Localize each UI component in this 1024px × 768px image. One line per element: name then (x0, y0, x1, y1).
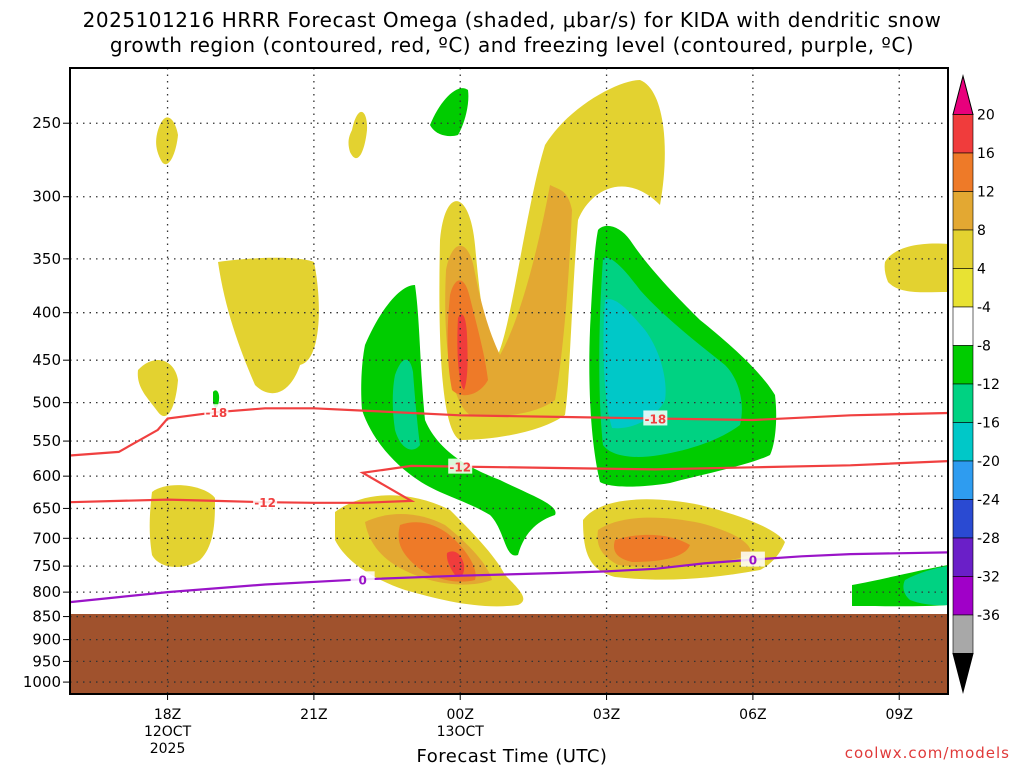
colorbar-label: 16 (977, 146, 995, 162)
colorbar-label: -12 (977, 377, 1000, 393)
colorbar-label: 4 (977, 262, 986, 278)
colorbar-swatch (952, 229, 974, 269)
colorbar: 20 16 12 8 4 -4 -8 -12 -16 -20 -24 -28 -32 -36 (952, 74, 1000, 694)
omega-yellow-region (218, 257, 319, 394)
x-tick-label: 2025 (150, 741, 186, 757)
y-tick-label: 250 (32, 114, 61, 132)
y-tick-label: 500 (32, 394, 61, 412)
x-tick-label: 13OCT (437, 724, 485, 740)
colorbar-swatch (952, 422, 974, 462)
colorbar-swatch (952, 460, 974, 500)
colorbar-swatch (952, 499, 974, 539)
contour-label-bg (643, 410, 668, 426)
contour-label: -12 (449, 461, 471, 475)
x-tick-label: 09Z (886, 707, 913, 723)
y-tick-label: 650 (32, 499, 61, 517)
colorbar-swatch (952, 345, 974, 385)
terrain-ground (70, 614, 948, 694)
colorbar-label: 20 (977, 108, 995, 124)
colorbar-label: -36 (977, 608, 1000, 624)
y-tick-label: 600 (32, 467, 61, 485)
x-axis-label: Forecast Time (UTC) (416, 746, 608, 767)
omega-red-region (446, 551, 465, 577)
contour-label-bg (253, 494, 278, 510)
contour-line (69, 551, 949, 604)
colorbar-label: -20 (977, 454, 1000, 470)
contour-label: 0 (749, 554, 757, 568)
colorbar-swatch (952, 383, 974, 423)
colorbar-label: -32 (977, 570, 1000, 586)
omega-red-region (457, 314, 468, 390)
colorbar-label: 12 (977, 185, 995, 201)
y-tick-label: 750 (32, 557, 61, 575)
omega-darkorange-region (613, 534, 690, 562)
x-tick-label: 12OCT (144, 724, 192, 740)
colorbar-swatch (952, 653, 974, 694)
omega-yellow-region (137, 359, 178, 417)
contour-line (69, 407, 949, 457)
colorbar-swatch (952, 576, 974, 616)
y-tick-label: 800 (32, 583, 61, 601)
colorbar-swatch (952, 614, 974, 654)
chart-title-line1: 2025101216 HRRR Forecast Omega (shaded, … (82, 8, 942, 32)
x-tick-label: 03Z (593, 707, 620, 723)
colorbar-label: -4 (977, 300, 991, 316)
omega-yellow-region (149, 485, 215, 567)
contour-label-bg (350, 571, 375, 587)
y-tick-label: 350 (32, 250, 61, 268)
colorbar-swatch (952, 191, 974, 231)
colorbar-label: -16 (977, 416, 1000, 432)
omega-darkorange-region (447, 280, 488, 396)
contour-lines: -18 -18 -12 -12 0 0 (69, 404, 949, 604)
omega-green-region (430, 88, 469, 137)
colorbar-swatch (952, 74, 974, 115)
plot-frame (69, 67, 949, 695)
credit-text: coolwx.com/models (844, 744, 1010, 762)
x-tick-label: 00Z (447, 707, 474, 723)
colorbar-swatch (952, 152, 974, 192)
y-tick-label: 1000 (23, 673, 61, 691)
colorbar-label: -24 (977, 493, 1000, 509)
omega-green-region (361, 285, 556, 556)
colorbar-label: -8 (977, 339, 991, 355)
x-tick-label: 21Z (300, 707, 327, 723)
omega-yellow-region (348, 111, 368, 159)
y-tick-label: 400 (32, 304, 61, 322)
y-tick-label: 450 (32, 351, 61, 369)
contour-label-bg (448, 458, 473, 474)
contour-label: -18 (644, 412, 666, 426)
contour-label: -18 (205, 406, 227, 420)
contour-line (69, 460, 949, 504)
y-tick-label: 850 (32, 608, 61, 626)
omega-cyan-region (603, 299, 666, 429)
contour-label: -12 (254, 496, 276, 510)
colorbar-label: -28 (977, 531, 1000, 547)
colorbar-swatch (952, 537, 974, 577)
contour-label: 0 (358, 573, 366, 587)
y-axis-ticks: 250 300 350 400 450 500 550 600 650 700 750 800 850 9… (23, 114, 70, 691)
y-tick-label: 900 (32, 631, 61, 649)
omega-yellow-region (884, 243, 948, 293)
contour-label-bg (204, 404, 229, 420)
x-tick-label: 18Z (154, 707, 181, 723)
omega-shading (137, 80, 948, 607)
colorbar-swatch (952, 306, 974, 346)
omega-teal-region (392, 359, 420, 450)
omega-teal-region (903, 566, 948, 606)
y-tick-label: 300 (32, 188, 61, 206)
grid (70, 68, 948, 694)
colorbar-swatch (952, 268, 974, 308)
colorbar-swatch (952, 114, 974, 154)
y-tick-label: 700 (32, 529, 61, 547)
omega-green-region (213, 390, 220, 408)
contour-label-bg (740, 551, 765, 567)
y-tick-label: 950 (32, 652, 61, 670)
colorbar-label: 8 (977, 223, 986, 239)
y-tick-label: 550 (32, 432, 61, 450)
chart-title-line2: growth region (contoured, red, ºC) and f… (109, 33, 915, 57)
x-tick-label: 06Z (739, 707, 766, 723)
